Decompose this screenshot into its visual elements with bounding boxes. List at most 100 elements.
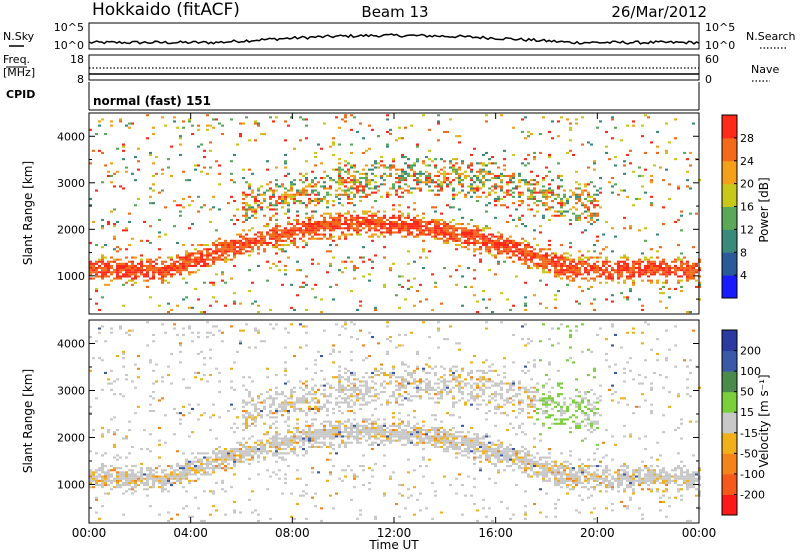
power-cell <box>323 212 326 215</box>
velocity-cell <box>200 519 203 522</box>
velocity-cell <box>290 431 293 434</box>
power-cell <box>365 225 368 228</box>
power-cell <box>233 200 236 203</box>
power-cell <box>560 273 563 276</box>
velocity-cell <box>188 471 191 474</box>
power-cell <box>464 177 467 180</box>
velocity-cell <box>341 469 344 472</box>
power-cell <box>293 183 296 186</box>
velocity-cell <box>200 462 203 465</box>
power-cell <box>158 273 161 276</box>
power-cell <box>302 239 305 242</box>
velocity-cell <box>320 431 323 434</box>
velocity-cell <box>239 342 242 345</box>
power-cell <box>89 264 92 267</box>
power-cell <box>188 120 191 123</box>
power-cell <box>482 181 485 184</box>
velocity-cell <box>191 469 194 472</box>
velocity-cell <box>407 414 410 417</box>
power-cell <box>230 195 233 198</box>
power-cell <box>119 267 122 270</box>
velocity-cell <box>368 467 371 470</box>
velocity-cell <box>197 403 200 406</box>
velocity-cell <box>332 348 335 351</box>
power-cell <box>407 164 410 167</box>
velocity-cell <box>203 363 206 366</box>
power-cell <box>236 246 239 249</box>
power-cell <box>395 231 398 234</box>
power-cell <box>332 227 335 230</box>
velocity-cell <box>149 395 152 398</box>
velocity-cell <box>395 503 398 506</box>
power-cell <box>575 195 578 198</box>
power-cell <box>161 279 164 282</box>
velocity-cell <box>152 473 155 476</box>
power-cell <box>326 227 329 230</box>
velocity-cell <box>314 431 317 434</box>
power-cell <box>437 120 440 123</box>
power-cell <box>137 160 140 163</box>
power-cell <box>479 229 482 232</box>
velocity-cell <box>137 355 140 358</box>
power-cell <box>146 273 149 276</box>
velocity-cell <box>311 467 314 470</box>
power-cell <box>626 277 629 280</box>
power-cell <box>569 128 572 131</box>
velocity-cell <box>179 473 182 476</box>
power-cell <box>284 202 287 205</box>
power-cell <box>356 220 359 223</box>
power-cell <box>485 244 488 247</box>
power-cell <box>518 193 521 196</box>
power-cell <box>401 170 404 173</box>
velocity-cell <box>377 426 380 429</box>
velocity-cell <box>287 445 290 448</box>
power-cell <box>89 260 92 263</box>
power-cell <box>641 252 644 255</box>
power-cell <box>314 220 317 223</box>
velocity-cell <box>395 376 398 379</box>
power-cell <box>662 260 665 263</box>
power-cell <box>644 264 647 267</box>
power-cell <box>308 197 311 200</box>
power-cell <box>425 164 428 167</box>
power-cell <box>401 214 404 217</box>
velocity-cell <box>353 431 356 434</box>
velocity-cell <box>356 378 359 381</box>
power-cell <box>389 227 392 230</box>
velocity-cell <box>188 325 191 328</box>
power-cell <box>419 223 422 226</box>
velocity-cell <box>92 486 95 489</box>
power-cell <box>626 153 629 156</box>
power-cell <box>305 244 308 247</box>
power-cell <box>377 223 380 226</box>
velocity-cell <box>326 479 329 482</box>
power-cell <box>506 206 509 209</box>
power-cell <box>668 183 671 186</box>
power-cell <box>683 269 686 272</box>
velocity-cell <box>368 331 371 334</box>
power-cell <box>332 200 335 203</box>
power-cell <box>416 187 419 190</box>
power-cell <box>305 118 308 121</box>
velocity-cell <box>188 435 191 438</box>
power-cell <box>101 275 104 278</box>
velocity-cell <box>251 458 254 461</box>
power-cell <box>578 187 581 190</box>
power-colorbar-segment <box>722 160 737 185</box>
velocity-cell <box>242 384 245 387</box>
power-cell <box>95 189 98 192</box>
power-cell <box>164 260 167 263</box>
velocity-cell <box>374 426 377 429</box>
power-cell <box>620 267 623 270</box>
power-cell <box>614 126 617 129</box>
velocity-cell <box>302 439 305 442</box>
velocity-cell <box>221 479 224 482</box>
velocity-cell <box>251 456 254 459</box>
power-cell <box>302 174 305 177</box>
power-cell <box>680 262 683 265</box>
power-cell <box>563 271 566 274</box>
velocity-cell <box>338 376 341 379</box>
velocity-cell <box>299 435 302 438</box>
power-cell <box>131 256 134 259</box>
power-cell <box>89 241 92 244</box>
